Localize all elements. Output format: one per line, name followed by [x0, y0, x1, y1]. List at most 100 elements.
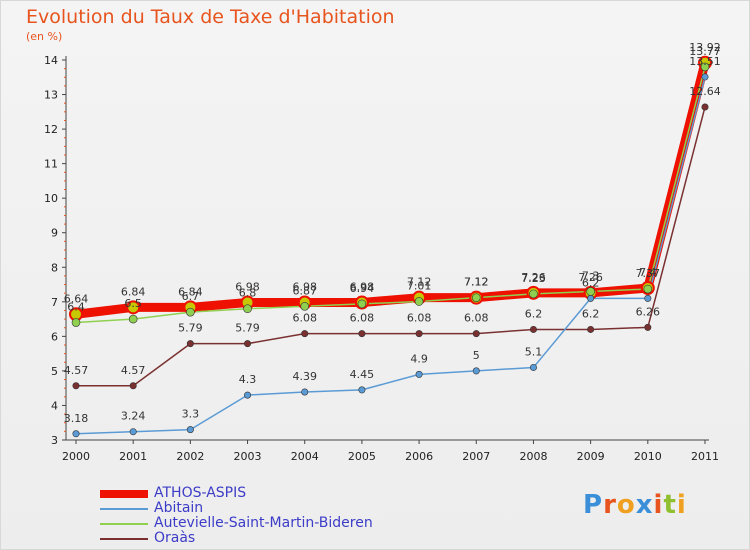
x-tick-label: 2009 [577, 450, 605, 463]
data-point [587, 294, 595, 302]
data-label: 5 [473, 349, 480, 362]
data-point [72, 382, 80, 390]
data-label: 6.98 [235, 281, 260, 294]
proxiti-logo: Proxiti [583, 490, 687, 520]
data-point [472, 330, 480, 338]
data-label: 7.26 [521, 271, 546, 284]
data-label: 7.26 [578, 271, 603, 284]
data-label: 6.26 [636, 305, 661, 318]
y-tick-label: 8 [51, 261, 58, 274]
data-label: 4.9 [410, 352, 428, 365]
data-label: 13.92 [689, 41, 721, 54]
data-point [700, 62, 710, 72]
data-label: 6.08 [350, 312, 375, 325]
y-tick-label: 9 [51, 227, 58, 240]
data-label: 7.23 [521, 272, 546, 285]
data-label: 7.01 [407, 279, 432, 292]
x-tick-label: 2011 [691, 450, 719, 463]
legend-swatch [100, 508, 148, 510]
data-label: 13.77 [689, 45, 721, 58]
data-label: 6.08 [464, 312, 489, 325]
data-label: 6.2 [582, 307, 600, 320]
data-label: 4.3 [239, 373, 257, 386]
data-point [644, 323, 652, 331]
data-label: 7.3 [582, 269, 600, 282]
data-point [301, 388, 309, 396]
data-label: 3.18 [64, 412, 89, 425]
data-label: 6.94 [350, 282, 375, 295]
x-tick-label: 2003 [234, 450, 262, 463]
data-label: 5.79 [178, 322, 203, 335]
data-point [300, 302, 310, 311]
data-point [244, 391, 252, 399]
chart-title: Evolution du Taux de Taxe d'Habitation [26, 6, 395, 28]
legend-label: Autevielle-Saint-Martin-Bideren [154, 515, 373, 531]
chart-subtitle: (en %) [26, 30, 63, 43]
data-label: 4.39 [292, 370, 317, 383]
data-label: 7.4 [639, 266, 657, 279]
data-label: 6.7 [182, 290, 200, 303]
data-point [529, 325, 537, 333]
data-label: 12.64 [689, 85, 721, 98]
y-tick-label: 6 [51, 330, 58, 343]
x-tick-label: 2007 [462, 450, 490, 463]
data-label: 7.12 [407, 276, 432, 289]
data-label: 6.84 [178, 285, 203, 298]
series-line-autevielle-saint-martin-bideren [75, 66, 706, 324]
x-tick-label: 2000 [62, 450, 90, 463]
series-line-abitain [75, 76, 706, 435]
y-tick-label: 14 [44, 54, 58, 67]
data-label: 6.98 [350, 281, 375, 294]
data-label: 6.2 [582, 276, 600, 289]
x-tick-label: 2006 [405, 450, 433, 463]
x-tick-label: 2005 [348, 450, 376, 463]
y-tick-label: 3 [51, 434, 58, 447]
x-tick-label: 2004 [291, 450, 319, 463]
data-label: 5.1 [525, 345, 543, 358]
data-label: 6.8 [239, 287, 257, 300]
y-tick-label: 7 [51, 296, 58, 309]
y-tick-label: 11 [44, 158, 58, 171]
data-point [358, 386, 366, 394]
data-label: 4.45 [350, 368, 375, 381]
data-point [415, 330, 423, 338]
legend-swatch [100, 490, 148, 498]
x-tick-label: 2010 [634, 450, 662, 463]
data-point [126, 300, 141, 315]
data-label: 3.3 [182, 408, 200, 421]
y-tick-label: 4 [51, 399, 58, 412]
legend-swatch [100, 538, 148, 540]
data-point [358, 330, 366, 338]
data-point [357, 299, 367, 309]
data-label: 6.08 [292, 312, 317, 325]
y-tick-label: 13 [44, 89, 58, 102]
data-point [529, 289, 538, 299]
data-point [72, 430, 80, 438]
series-line-ora-s [76, 106, 706, 387]
y-tick-label: 10 [44, 192, 58, 205]
y-tick-label: 5 [51, 365, 58, 378]
data-point [472, 367, 480, 375]
x-tick-label: 2002 [176, 450, 204, 463]
data-point [586, 287, 595, 296]
data-point [301, 330, 309, 338]
data-point [471, 293, 481, 302]
legend-swatch [100, 523, 148, 525]
data-label: 7.12 [464, 276, 489, 289]
data-point [701, 73, 709, 81]
data-point [529, 363, 537, 371]
data-point [244, 340, 252, 348]
data-point [71, 318, 81, 327]
data-label: 6.4 [67, 301, 85, 314]
legend-label: Oraàs [154, 530, 196, 546]
x-tick-label: 2001 [119, 450, 147, 463]
data-point [243, 304, 252, 314]
data-point [186, 307, 195, 317]
data-point [128, 314, 138, 324]
data-label: 5.79 [235, 322, 260, 335]
legend-label: Abitain [154, 500, 204, 516]
data-label: 6.84 [121, 285, 146, 298]
data-label: 13.51 [689, 55, 721, 68]
